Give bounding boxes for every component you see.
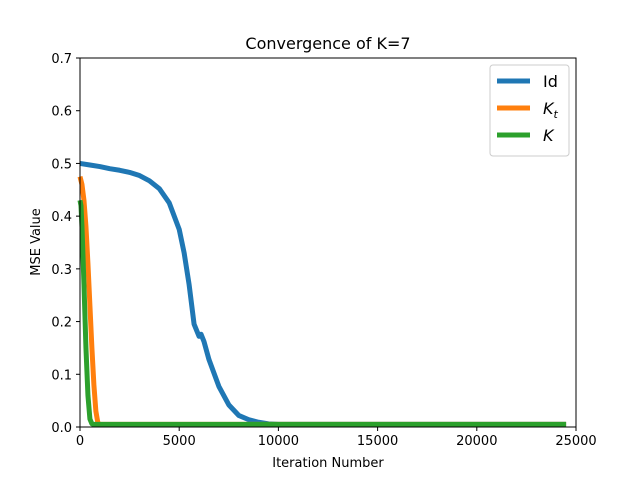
- legend-label: K: [543, 126, 555, 145]
- y-tick-label: 0.2: [51, 316, 72, 331]
- x-axis-label: Iteration Number: [272, 456, 384, 471]
- plot-frame: [79, 57, 577, 428]
- y-axis-label: MSE Value: [29, 208, 44, 276]
- series-layer: [77, 160, 567, 427]
- x-tick-label: 25000: [555, 434, 596, 449]
- x-tick-label: 20000: [456, 434, 497, 449]
- legend-label: Kt: [543, 99, 559, 121]
- series-line-2: [77, 199, 567, 427]
- y-axis: 0.0 0.1 0.2 0.3 0.4 0.5 0.6 0.7: [51, 52, 80, 436]
- x-axis: 0 5000 10000 15000 20000 25000: [76, 427, 597, 449]
- chart-title: Convergence of K=7: [245, 34, 410, 53]
- y-tick-label: 0.0: [51, 421, 72, 436]
- series-line-1: [77, 176, 567, 427]
- y-tick-label: 0.4: [51, 210, 72, 225]
- y-tick-label: 0.6: [51, 105, 72, 120]
- y-tick-label: 0.3: [51, 263, 72, 278]
- x-tick-label: 5000: [163, 434, 196, 449]
- series-line-0: [79, 160, 567, 427]
- y-tick-label: 0.1: [51, 368, 72, 383]
- legend: Id Kt K: [489, 64, 570, 157]
- x-tick-label: 0: [76, 434, 84, 449]
- y-tick-label: 0.5: [51, 157, 72, 172]
- x-tick-label: 15000: [357, 434, 398, 449]
- x-tick-label: 10000: [258, 434, 299, 449]
- y-tick-label: 0.7: [51, 52, 72, 67]
- legend-label: Id: [543, 72, 558, 91]
